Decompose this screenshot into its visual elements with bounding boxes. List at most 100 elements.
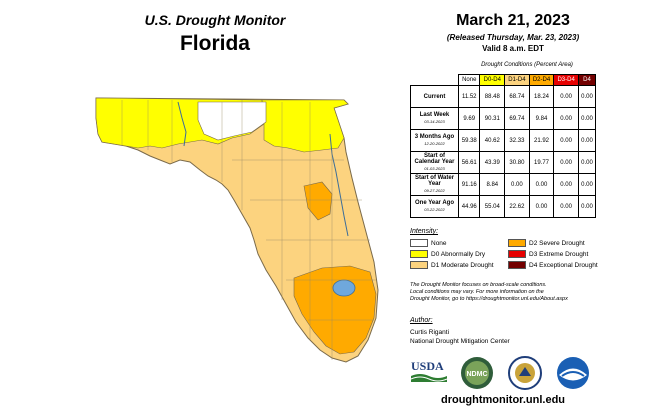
state-title: Florida [179,32,250,55]
disclaimer-note: The Drought Monitor focuses on broad-sca… [410,282,625,303]
map-date: March 21, 2023 [456,12,570,29]
region-d0-northeast [261,99,349,153]
col-header: D0-D4 [479,74,506,86]
legend-swatch [508,250,526,259]
row-label-text: Start of Water Year [414,175,455,187]
table-cell: 0.00 [577,151,597,174]
table-cell: 0.00 [577,85,597,108]
legend-swatch [410,239,428,248]
table-cell: 59.38 [457,129,481,152]
note-line: Drought Monitor, go to https://droughtmo… [410,296,568,302]
ndmc-logo-text: NDMC [467,371,488,378]
row-label-date: 03-14-2023 [424,119,445,124]
table-cell: 0.00 [553,85,579,108]
table-row: Current 11.52 88.48 68.74 18.24 0.00 0.00 [410,85,597,108]
legend-item: D2 Severe Drought [508,239,585,248]
legend-item: D1 Moderate Drought [410,261,494,270]
commerce-seal-icon [508,356,542,390]
table-row: One Year Ago 03-22-2022 44.96 55.04 22.62 0.0… [410,195,597,218]
table-cell: 88.48 [479,85,506,108]
table-cell: 0.00 [553,129,579,152]
row-label-text: Current [423,93,446,100]
table-cell: 69.74 [504,107,530,130]
ndmc-logo-icon: NDMC [461,357,493,389]
legend-label: D0 Abnormally Dry [431,251,486,258]
table-cell: 0.00 [553,173,579,196]
legend-item: D3 Extreme Drought [508,250,588,259]
col-header: D1-D4 [504,74,530,86]
table-cell: 0.00 [577,173,597,196]
table-cell: 68.74 [504,85,530,108]
table-cell: 91.16 [457,173,481,196]
region-d2-south [293,265,377,355]
row-label: Start of Water Year 09-27-2022 [410,173,459,196]
usda-logo-text: USDA [411,359,444,373]
table-cell: 8.84 [479,173,506,196]
legend-swatch [508,261,526,270]
st-johns-river [329,133,349,237]
table-cell: 44.96 [457,195,481,218]
table-cell: 90.31 [479,107,506,130]
row-label: Start of Calendar Year 01-03-2023 [410,151,459,174]
col-header: D3-D4 [553,74,579,86]
row-label-date: 03-22-2022 [424,207,445,212]
region-none-bigbend [197,101,267,141]
table-cell: 0.00 [553,107,579,130]
legend-item: D4 Exceptional Drought [508,261,598,270]
table-row: 3 Months Ago 12-20-2022 59.38 40.62 32.33 21.… [410,129,597,152]
table-cell: 0.00 [577,129,597,152]
table-row: Start of Water Year 09-27-2022 91.16 8.84 0.… [410,173,597,196]
row-label-date: 12-20-2022 [424,141,445,146]
author-info: Curtis Riganti National Drought Mitigati… [410,328,510,346]
row-label: 3 Months Ago 12-20-2022 [410,129,459,152]
table-cell: 43.39 [479,151,506,174]
row-label-text: Last Week [419,112,450,118]
legend-label: D3 Extreme Drought [529,251,589,258]
table-cell: 56.61 [457,151,481,174]
row-label: Current [410,85,459,108]
florida-drought-map [95,97,379,363]
apalachicola-river [177,101,187,147]
table-caption: Drought Conditions (Percent Area) [481,62,573,68]
table-cell: 0.00 [553,151,579,174]
table-cell: 32.33 [504,129,530,152]
row-label-text: Start of Calendar Year [414,153,455,165]
table-cell: 22.62 [504,195,530,218]
table-cell: 19.77 [528,151,555,174]
row-label-date: 01-03-2023 [424,166,445,171]
table-cell: 21.92 [528,129,555,152]
author-name: Curtis Riganti [410,329,450,336]
map-title-block: U.S. Drought Monitor Florida [140,12,290,56]
table-cell: 0.00 [504,173,530,196]
table-cell: 18.24 [528,85,555,108]
table-cell: 0.00 [577,195,597,218]
col-header: D2-D4 [528,74,555,86]
row-label-date: 09-27-2022 [424,188,445,193]
usdm-title: U.S. Drought Monitor [144,12,286,28]
col-header: None [457,74,481,86]
legend-label: D4 Exceptional Drought [529,262,598,269]
release-date: (Released Thursday, Mar. 23, 2023) [446,33,580,42]
table-cell: 9.69 [457,107,481,130]
table-row: Start of Calendar Year 01-03-2023 56.61 43.… [410,151,597,174]
website-link[interactable]: droughtmonitor.unl.edu [440,394,566,406]
usda-logo-icon: USDA [410,359,448,382]
table-cell: 0.00 [528,195,555,218]
valid-time: Valid 8 a.m. EDT [482,44,544,53]
row-label-text: One Year Ago [414,200,454,206]
drought-conditions-table: None D0-D4 D1-D4 D2-D4 D3-D4 D4 Current 1… [410,74,597,218]
table-cell: 9.84 [528,107,555,130]
author-heading: Author: [410,317,433,324]
legend-heading: Intensity: [410,228,439,235]
noaa-logo-icon [557,357,589,389]
legend-label: None [431,240,447,247]
legend-item: D0 Abnormally Dry [410,250,485,259]
row-label-text: 3 Months Ago [414,134,455,140]
legend-item: None [410,239,447,248]
row-label: Last Week 03-14-2023 [410,107,459,130]
author-org: National Drought Mitigation Center [410,338,510,345]
table-cell: 55.04 [479,195,506,218]
legend-swatch [410,250,428,259]
row-label: One Year Ago 03-22-2022 [410,195,459,218]
lake-okeechobee [332,279,356,297]
